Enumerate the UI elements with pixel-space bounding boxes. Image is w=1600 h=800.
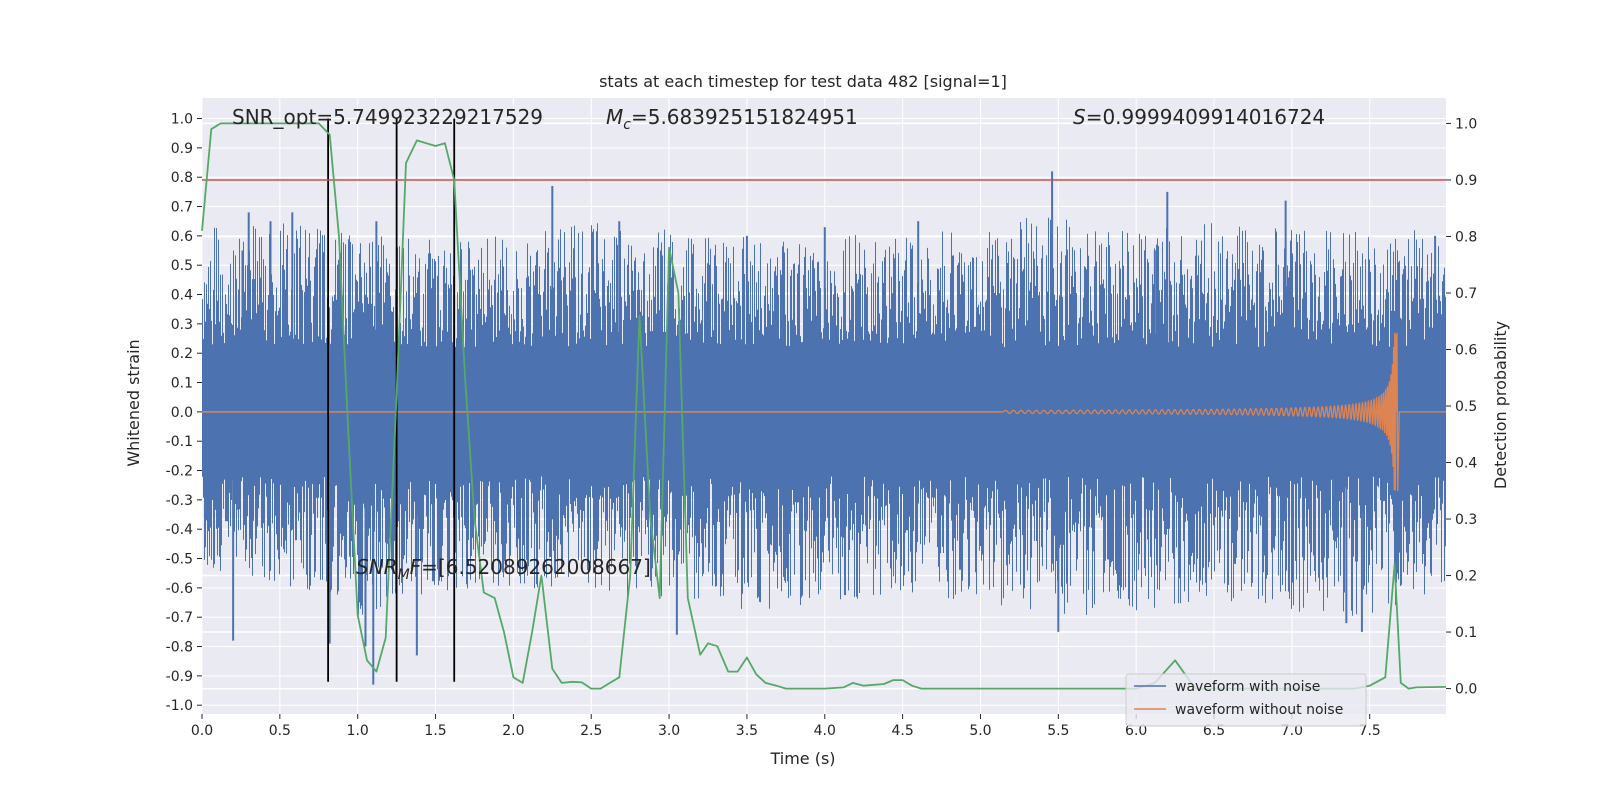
x-tick-label: 4.5 [891, 723, 913, 739]
y-tick-label: 0.1 [171, 376, 193, 392]
chirp-mass-value: =5.683925151824951 [631, 105, 858, 129]
x-tick-label: 5.5 [1047, 723, 1069, 739]
right-y-axis-label: Detection probability [1491, 321, 1510, 489]
x-tick-label: 1.5 [424, 723, 446, 739]
legend-label-clean: waveform without noise [1175, 702, 1343, 718]
y-tick-label: 0.3 [171, 317, 193, 333]
snr-mf-annotation: SNRMF=[6.52089262008667] [356, 555, 651, 583]
x-tick-label: 6.0 [1125, 723, 1147, 739]
y-tick-label: -1.0 [166, 698, 193, 714]
y-tick-label: 0.9 [171, 141, 193, 157]
x-tick-label: 4.0 [814, 723, 836, 739]
y-tick-label: 1.0 [171, 112, 193, 128]
x-tick-label: 1.0 [347, 723, 369, 739]
s-symbol: S [1073, 105, 1086, 129]
right-y-tick-label: 0.9 [1455, 173, 1477, 189]
y-tick-label: -0.1 [166, 434, 193, 450]
clean-waveform-series [202, 332, 1446, 492]
y-tick-label: 0.6 [171, 229, 193, 245]
y-tick-label: -0.4 [166, 522, 193, 538]
chirp-mass-subscript: c [623, 117, 631, 133]
snr-mf-suffix: F [410, 555, 422, 579]
snr-mf-subscript: M [398, 567, 410, 583]
right-y-tick-label: 1.0 [1455, 116, 1477, 132]
clean-waveform-chirp [1003, 332, 1446, 492]
x-tick-label: 7.0 [1281, 723, 1303, 739]
right-y-tick-label: 0.3 [1455, 512, 1477, 528]
y-tick-label: -0.7 [166, 610, 193, 626]
y-tick-label: 0.7 [171, 200, 193, 216]
s-annotation: S=0.9999409914016724 [1073, 105, 1325, 129]
right-y-tick-label: 0.6 [1455, 342, 1477, 358]
x-tick-label: 0.5 [269, 723, 291, 739]
right-y-tick-label: 0.0 [1455, 682, 1477, 698]
chirp-mass-annotation: Mc=5.683925151824951 [606, 105, 858, 133]
x-tick-label: 3.0 [658, 723, 680, 739]
chirp-mass-symbol: M [606, 105, 623, 129]
axes: 0.0 0.5 1.0 1.5 2.0 2.5 3.0 3.5 4.0 4.5 5.0 5.5 6.0 6… [166, 112, 1478, 739]
legend-box [1125, 673, 1367, 727]
chart-title: stats at each timestep for test data 482… [599, 72, 1007, 91]
s-value: =0.9999409914016724 [1086, 105, 1325, 129]
y-tick-label: 0.0 [171, 405, 193, 421]
x-tick-label: 3.5 [736, 723, 758, 739]
x-tick-label: 7.5 [1359, 723, 1381, 739]
y-tick-label: 0.5 [171, 258, 193, 274]
y-tick-label: -0.2 [166, 464, 193, 480]
noisy-waveform-trace [202, 217, 1446, 616]
right-y-tick-label: 0.8 [1455, 229, 1477, 245]
y-tick-label: -0.8 [166, 640, 193, 656]
y-tick-label: -0.3 [166, 493, 193, 509]
right-y-tick-label: 0.4 [1455, 456, 1477, 472]
y-tick-label: -0.9 [166, 669, 193, 685]
snr-mf-value: =[6.52089262008667] [421, 555, 651, 579]
y-axis-label: Whitened strain [124, 339, 143, 466]
y-tick-label: 0.2 [171, 346, 193, 362]
y-tick-label: 0.4 [171, 288, 193, 304]
x-tick-label: 6.5 [1203, 723, 1225, 739]
y-tick-label: 0.8 [171, 170, 193, 186]
snr-mf-symbol: SNR [356, 555, 398, 579]
legend-label-noisy: waveform with noise [1175, 679, 1320, 695]
x-tick-label: 2.0 [502, 723, 524, 739]
y-tick-label: -0.5 [166, 552, 193, 568]
x-tick-label: 5.0 [969, 723, 991, 739]
x-tick-label: 0.0 [191, 723, 213, 739]
right-y-tick-label: 0.1 [1455, 625, 1477, 641]
snr-opt-annotation: SNR_opt=5.749923229217529 [232, 105, 543, 129]
right-y-tick-label: 0.5 [1455, 399, 1477, 415]
right-y-tick-label: 0.7 [1455, 286, 1477, 302]
legend: waveform with noise waveform without noi… [1125, 673, 1367, 727]
x-axis-label: Time (s) [769, 749, 835, 768]
y-tick-label: -0.6 [166, 581, 193, 597]
marker-lines [202, 118, 1446, 682]
right-y-tick-label: 0.2 [1455, 569, 1477, 585]
x-tick-label: 2.5 [580, 723, 602, 739]
